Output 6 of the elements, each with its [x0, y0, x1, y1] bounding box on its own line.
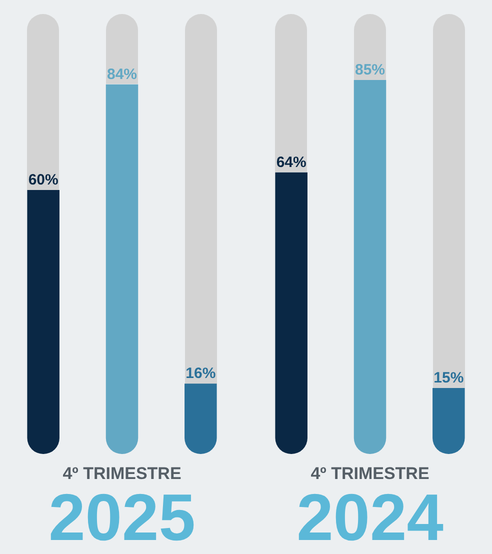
data-label: 84%: [106, 66, 138, 84]
data-label: 60%: [28, 172, 58, 189]
data-label: 15%: [434, 370, 464, 387]
data-label: 85%: [354, 62, 386, 79]
data-label: 64%: [276, 154, 306, 172]
data-label: 16%: [186, 365, 216, 382]
